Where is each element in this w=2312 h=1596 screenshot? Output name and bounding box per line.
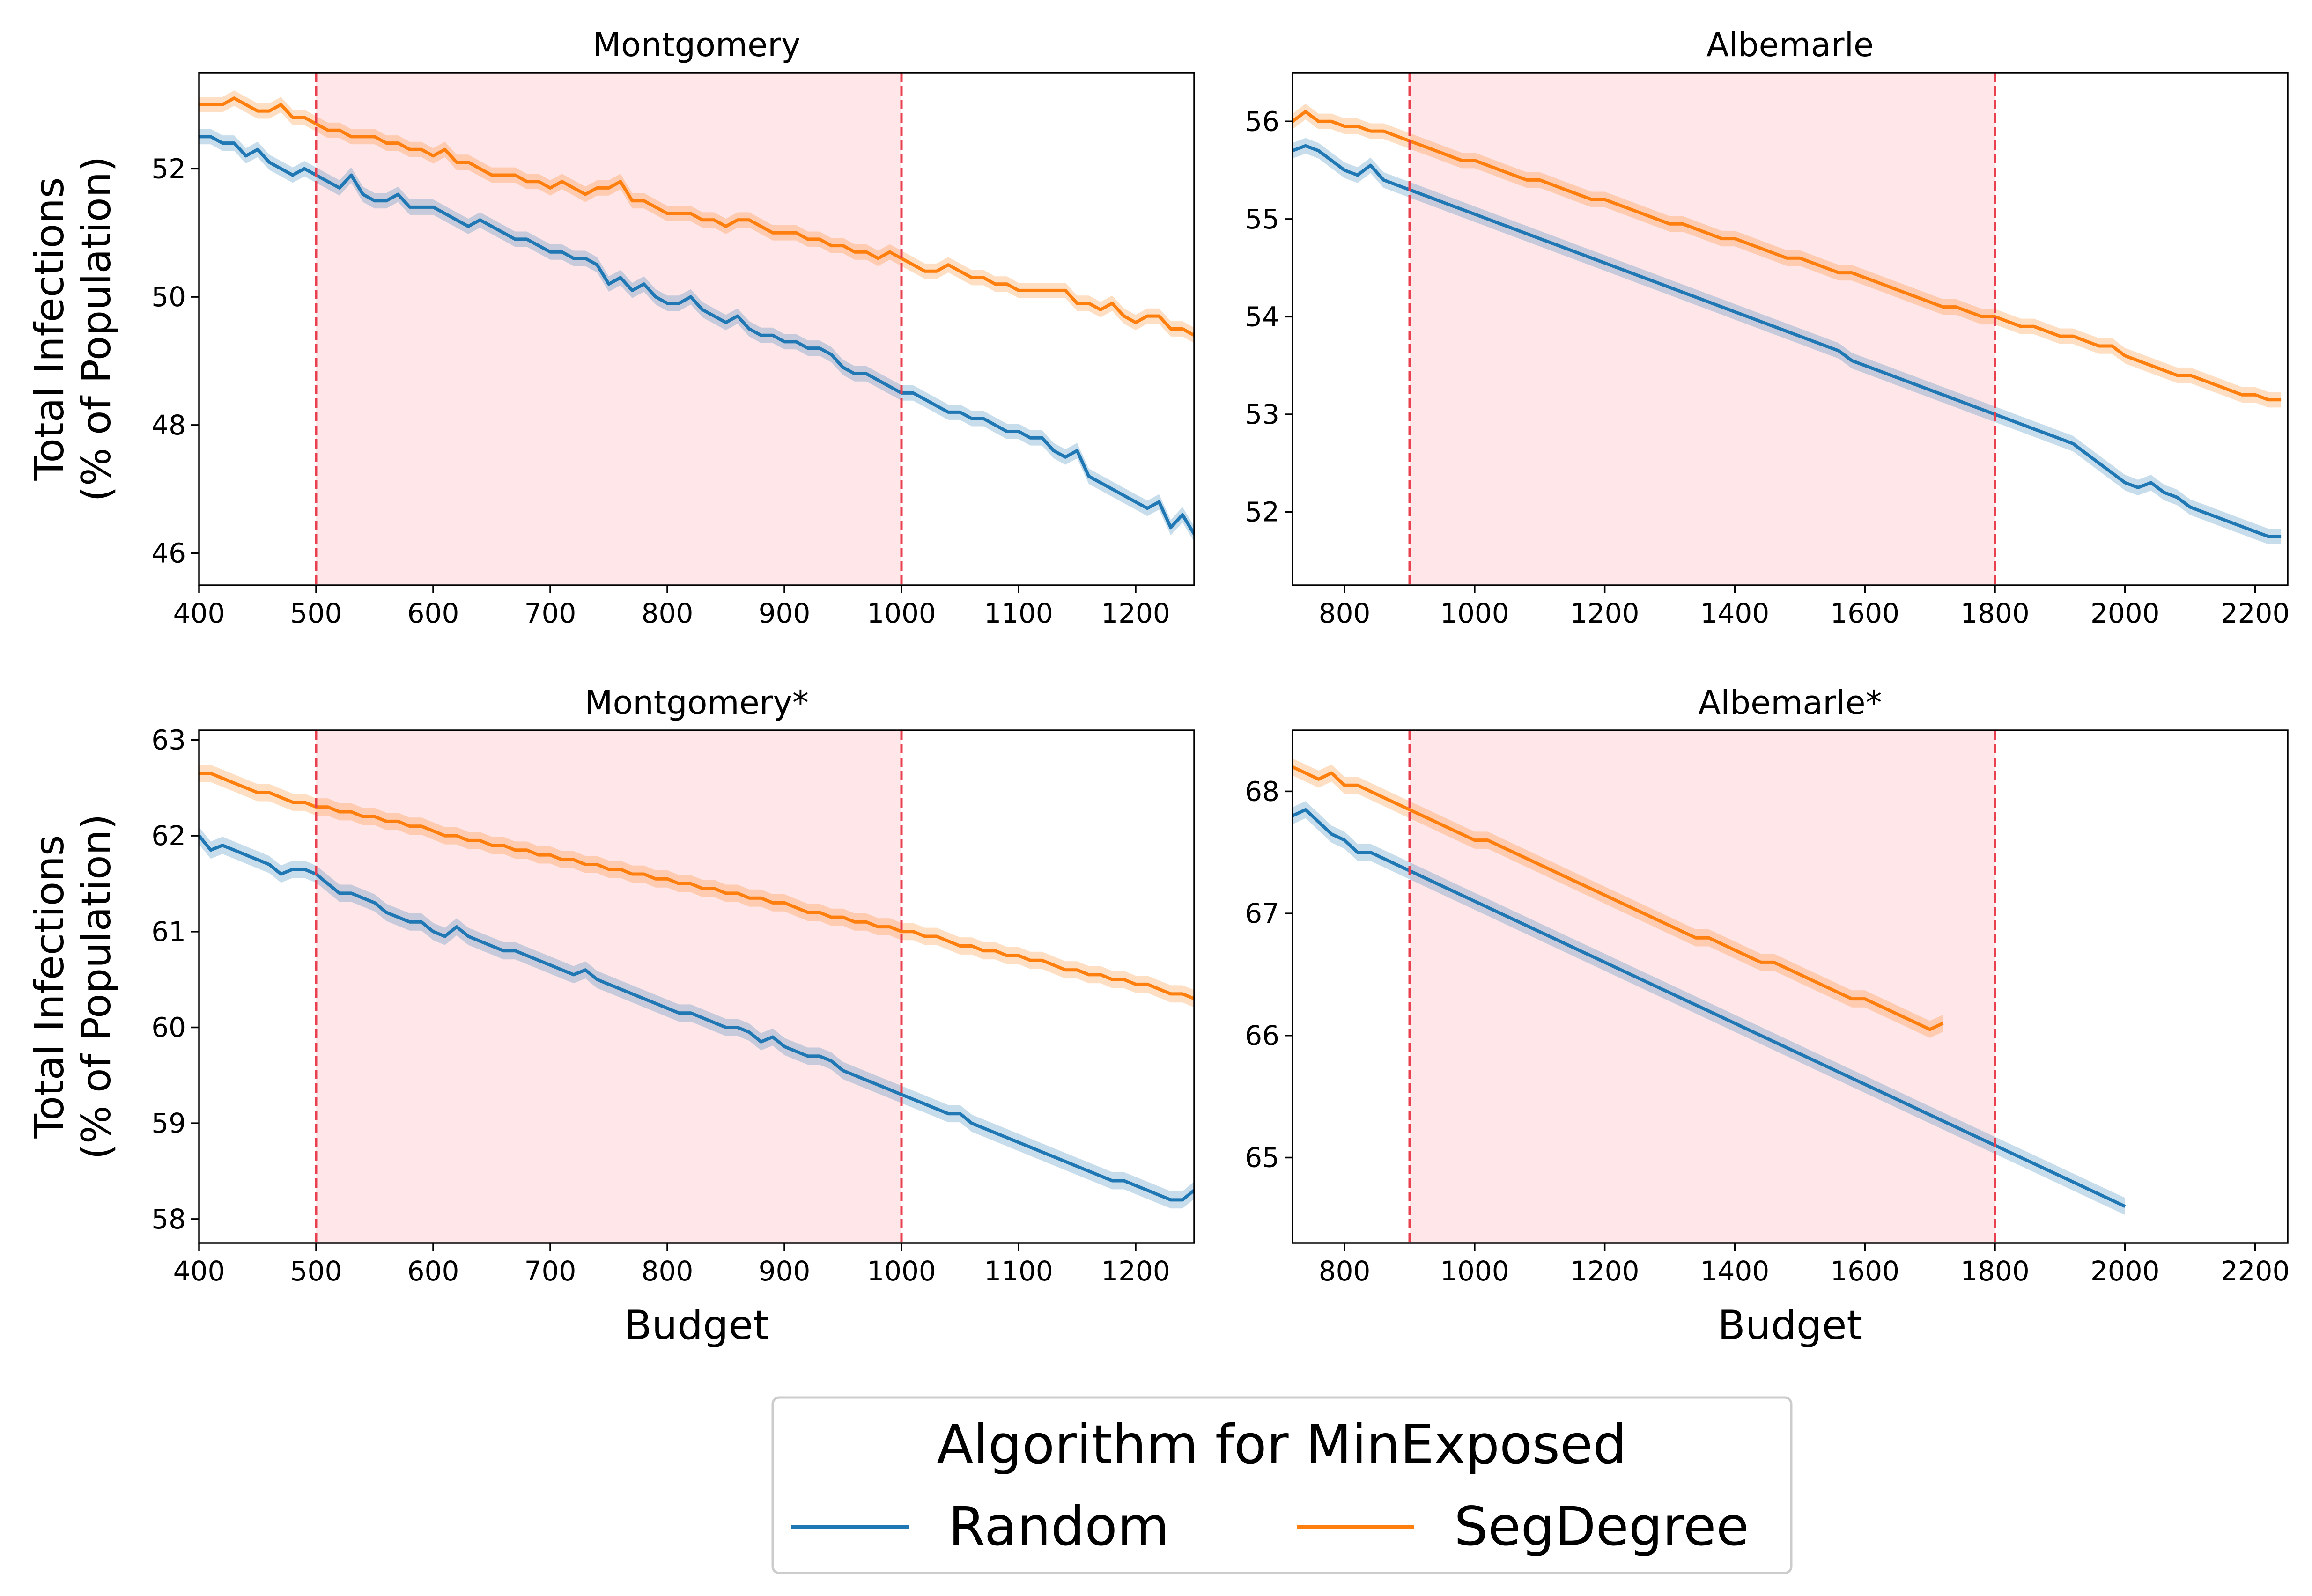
series-line-random [1293, 808, 2126, 1208]
highlight-region [316, 73, 901, 585]
x-tick-label: 1200 [1101, 1255, 1170, 1287]
x-tick-label: 800 [642, 597, 694, 629]
series-line-segdegree [1293, 110, 2282, 402]
x-tick-label: 500 [290, 597, 342, 629]
y-tick-label: 68 [1245, 775, 1279, 807]
x-tick-label: 600 [407, 1255, 459, 1287]
y-tick-label: 61 [151, 916, 186, 948]
legend-title: Algorithm for MinExposed [937, 1413, 1626, 1476]
x-tick-label: 1800 [1960, 597, 2030, 629]
x-tick-label: 700 [524, 1255, 576, 1287]
y-tick-label: 59 [151, 1107, 186, 1139]
y-tick-label: 52 [1245, 496, 1279, 528]
x-tick-label: 1100 [984, 597, 1053, 629]
x-tick-label: 1100 [984, 1255, 1053, 1287]
y-tick-label: 53 [1245, 398, 1279, 430]
y-axis-label-line: (% of Population) [73, 156, 120, 501]
series-line-random [199, 834, 1194, 1202]
chart-panel-1: 400 500 600 700 800 900 1000 1100 1200 46 48 50 52 Mo… [26, 26, 1195, 629]
series-band-random [1293, 801, 2125, 1215]
x-tick-label: 800 [642, 1255, 694, 1287]
y-axis-label: Total Infections(% of Population) [26, 814, 120, 1159]
y-tick-label: 65 [1245, 1142, 1279, 1174]
x-tick-label: 600 [407, 597, 459, 629]
chart-panel-4: 800 1000 1200 1400 1600 1800 2000 2200 65 66 67 68 A… [1245, 684, 2290, 1349]
panel-title: Montgomery [593, 26, 801, 64]
series-line-segdegree [199, 96, 1194, 337]
x-tick-label: 900 [759, 1255, 811, 1287]
x-tick-label: 1000 [867, 597, 936, 629]
legend-label-segdegree: SegDegree [1454, 1495, 1749, 1558]
y-tick-label: 46 [151, 537, 186, 569]
x-tick-label: 400 [173, 597, 225, 629]
series-line-random [199, 135, 1194, 536]
x-tick-label: 1000 [1440, 1255, 1509, 1287]
plot-frame [1292, 72, 2289, 586]
y-tick-label: 55 [1245, 203, 1279, 235]
x-tick-label: 1600 [1830, 597, 1899, 629]
x-tick-label: 1200 [1570, 597, 1640, 629]
panels: 400 500 600 700 800 900 1000 1100 1200 46 48 50 52 Mo… [26, 26, 2290, 1349]
x-tick-label: 1400 [1700, 1255, 1770, 1287]
panel-title: Albemarle [1706, 26, 1874, 64]
plot-frame [198, 72, 1195, 586]
x-axis-label: Budget [1718, 1302, 1862, 1349]
x-tick-label: 1200 [1101, 597, 1170, 629]
x-tick-label: 2200 [2221, 1255, 2290, 1287]
series-band-segdegree [1293, 758, 1943, 1038]
plot-frame [1292, 729, 2289, 1244]
legend-label-random: Random [948, 1495, 1169, 1558]
legend-frame [771, 1396, 1793, 1574]
y-tick-label: 48 [151, 409, 186, 441]
y-tick-label: 63 [151, 724, 186, 756]
y-tick-label: 58 [151, 1203, 186, 1235]
y-tick-label: 66 [1245, 1020, 1279, 1052]
x-tick-label: 400 [173, 1255, 225, 1287]
y-axis-label-line: (% of Population) [73, 814, 120, 1159]
x-tick-label: 1800 [1960, 1255, 2030, 1287]
y-tick-label: 52 [151, 153, 186, 184]
y-tick-label: 56 [1245, 105, 1279, 137]
chart-panel-2: 800 1000 1200 1400 1600 1800 2000 2200 52 53 54 55 5… [1245, 26, 2290, 629]
y-tick-label: 50 [151, 281, 186, 313]
y-axis-label-line: Total Infections [26, 177, 73, 481]
x-tick-label: 800 [1319, 597, 1371, 629]
x-tick-label: 1400 [1700, 597, 1770, 629]
panel-title: Montgomery* [584, 684, 809, 722]
x-tick-label: 1600 [1830, 1255, 1899, 1287]
series-line-random [1293, 144, 2282, 538]
series-line-segdegree [199, 772, 1194, 1000]
x-tick-label: 800 [1319, 1255, 1371, 1287]
panel-title: Albemarle* [1698, 684, 1882, 722]
y-tick-label: 60 [151, 1011, 186, 1043]
y-tick-label: 67 [1245, 897, 1279, 929]
x-tick-label: 700 [524, 597, 576, 629]
plot-frame [198, 729, 1195, 1244]
x-tick-label: 1000 [867, 1255, 936, 1287]
highlight-region [316, 730, 901, 1243]
x-tick-label: 2000 [2090, 1255, 2160, 1287]
x-tick-label: 1000 [1440, 597, 1509, 629]
y-tick-label: 62 [151, 820, 186, 852]
x-tick-label: 2000 [2090, 597, 2160, 629]
x-tick-label: 900 [759, 597, 811, 629]
chart-panel-3: 400 500 600 700 800 900 1000 1100 1200 58 59 60 61 62… [26, 684, 1195, 1349]
legend: Algorithm for MinExposed Random SegDegre… [771, 1396, 1793, 1574]
y-tick-label: 54 [1245, 301, 1279, 332]
highlight-region [1410, 73, 1995, 585]
series-line-segdegree [1293, 765, 1944, 1031]
x-axis-label: Budget [624, 1302, 769, 1349]
highlight-region [1410, 730, 1995, 1243]
y-axis-label-line: Total Infections [26, 835, 73, 1139]
x-tick-label: 2200 [2221, 597, 2290, 629]
x-tick-label: 1200 [1570, 1255, 1640, 1287]
x-tick-label: 500 [290, 1255, 342, 1287]
y-axis-label: Total Infections(% of Population) [26, 156, 120, 501]
